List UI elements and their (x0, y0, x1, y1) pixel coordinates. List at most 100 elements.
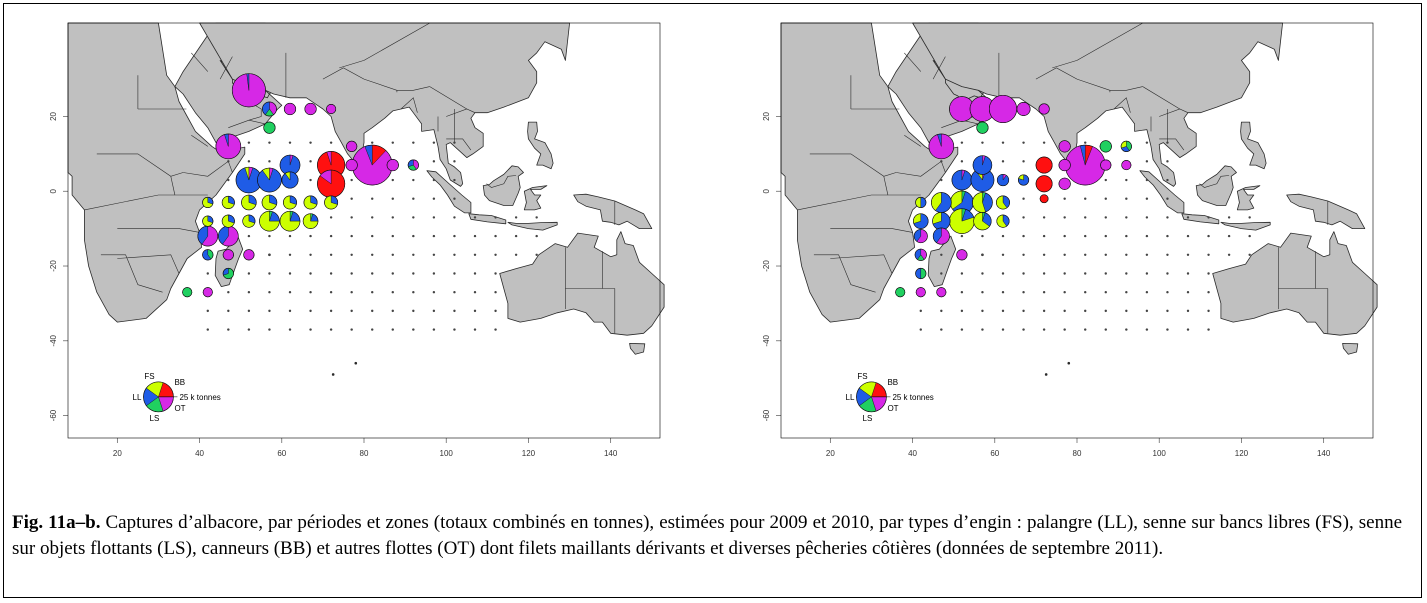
country-border (100, 254, 139, 285)
pie-outline (928, 133, 955, 160)
catch-dot (1042, 309, 1046, 313)
catch-dot (268, 141, 271, 144)
catch-dot (1186, 234, 1190, 238)
catch-dot (350, 272, 353, 275)
island (1044, 373, 1048, 376)
catch-pie (1099, 140, 1112, 153)
catch-dot (473, 328, 477, 331)
catch-dot (268, 253, 271, 257)
catch-dot (1001, 253, 1005, 257)
catch-pie (915, 196, 927, 209)
catch-pie (259, 210, 280, 232)
catch-dot (1145, 141, 1149, 144)
catch-dot (1104, 253, 1107, 257)
catch-pie (218, 225, 239, 247)
catch-dot (1166, 234, 1169, 238)
land-philippines (527, 121, 554, 170)
country-border (400, 97, 418, 113)
country-border (883, 176, 889, 196)
catch-dot (1104, 328, 1107, 331)
catch-dot (1145, 197, 1149, 200)
legend-label-ll: LL (133, 393, 142, 402)
catch-dot (288, 253, 292, 257)
country-border (363, 22, 430, 61)
catch-dot (1145, 328, 1149, 331)
pie-outline (913, 229, 928, 244)
catch-dot (1001, 160, 1005, 163)
catch-dot (412, 216, 415, 219)
country-border (1052, 60, 1078, 69)
catch-dot (268, 328, 271, 331)
catch-dot (1022, 197, 1025, 200)
y-tick-label: 20 (762, 111, 771, 120)
y-tick-label: 0 (762, 188, 771, 193)
catch-dot (288, 309, 292, 313)
catch-dot (1125, 253, 1128, 257)
catch-dot (268, 309, 271, 313)
catch-dot (1207, 253, 1210, 257)
catch-dot (1063, 253, 1066, 257)
catch-dot (1166, 141, 1169, 144)
y-tick-label: -40 (762, 334, 771, 346)
catch-dot (453, 197, 456, 200)
catch-dot (1207, 290, 1210, 294)
catch-dot (1207, 328, 1210, 331)
pie-outline (1017, 174, 1030, 186)
catch-dot (1022, 216, 1025, 219)
pie-outline (915, 267, 927, 280)
catch-dot (453, 141, 456, 144)
catch-dot (432, 309, 436, 313)
pie-outline (996, 173, 1010, 187)
pie-outline (222, 267, 234, 280)
land-madagascar (927, 235, 957, 288)
catch-pie (1039, 194, 1049, 204)
x-tick-label: 100 (1153, 449, 1167, 458)
pie-outline (281, 171, 299, 189)
catch-pie (1035, 156, 1053, 174)
pie-outline (241, 194, 257, 211)
catch-dot (981, 290, 984, 294)
catch-dot (1207, 272, 1210, 275)
catch-dot (247, 309, 251, 313)
catch-dot (329, 234, 333, 238)
catch-dot (309, 328, 312, 331)
catch-dot (206, 328, 209, 331)
catch-pie (283, 195, 297, 210)
country-border (117, 228, 200, 233)
pie-outline (222, 249, 234, 261)
catch-pie (407, 159, 419, 171)
catch-dot (494, 290, 497, 294)
country-border (809, 153, 897, 177)
catch-dot (391, 272, 394, 275)
catch-dot (453, 178, 456, 182)
catch-dot (268, 272, 271, 275)
catch-dot (309, 141, 312, 144)
catch-pie (988, 94, 1018, 124)
pie-outline (326, 103, 337, 115)
catch-dot (432, 272, 436, 275)
catch-pie (895, 287, 906, 298)
catch-dot (535, 216, 538, 219)
legend-label-fs: FS (144, 372, 154, 381)
catch-dot (981, 328, 984, 331)
catch-dot (1022, 234, 1025, 238)
x-tick-label: 40 (908, 449, 917, 458)
catch-dot (1042, 234, 1046, 238)
catch-dot (412, 197, 415, 200)
catch-dot (1022, 328, 1025, 331)
catch-dot (371, 234, 374, 238)
catch-dot (371, 328, 374, 331)
catch-dot (329, 309, 333, 313)
catch-dot (350, 290, 353, 294)
catch-dot (1063, 272, 1066, 275)
catch-dot (350, 253, 353, 257)
catch-dot (1166, 197, 1169, 200)
catch-dot (1022, 290, 1025, 294)
catch-dot (371, 197, 374, 200)
catch-pie (1064, 144, 1106, 186)
pie-outline (1120, 140, 1132, 152)
catch-dot (1084, 197, 1087, 200)
catch-dot (494, 253, 497, 257)
catch-pie (317, 169, 346, 198)
country-border (191, 134, 208, 147)
